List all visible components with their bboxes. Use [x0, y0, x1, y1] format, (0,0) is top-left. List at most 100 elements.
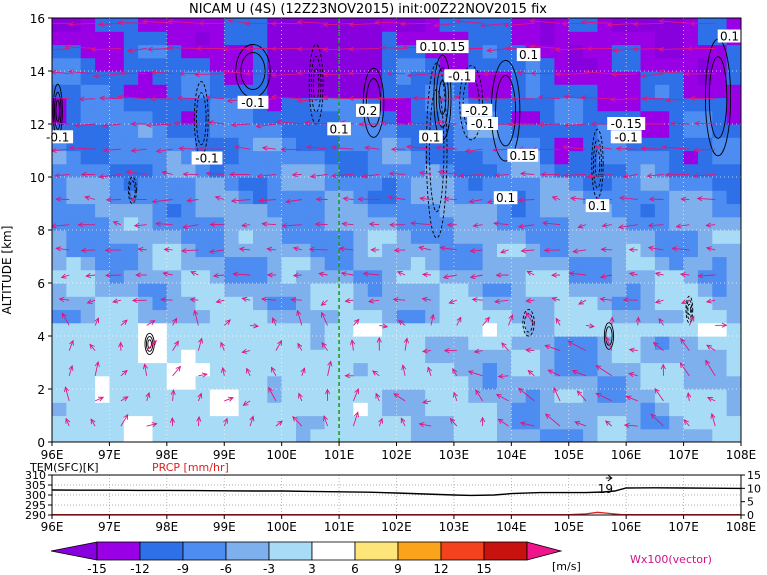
wind-vector — [297, 98, 328, 102]
shading-cell — [238, 110, 254, 125]
shading-cell — [425, 150, 441, 165]
shading-cell — [425, 256, 441, 271]
shading-cell — [181, 309, 197, 324]
wind-vector — [242, 224, 251, 227]
shading-cell — [66, 296, 82, 311]
wind-vector — [472, 298, 483, 301]
wind-vector — [349, 22, 380, 26]
shading-cell — [181, 97, 197, 112]
wind-vector — [172, 341, 179, 351]
shading-cell — [382, 375, 398, 390]
shading-cell — [640, 309, 656, 324]
wind-vector — [568, 341, 587, 352]
shading-cell — [166, 362, 182, 377]
w-contour — [459, 65, 484, 141]
shading-cell — [726, 296, 741, 311]
shading-cell — [511, 375, 527, 390]
wind-vector — [118, 96, 147, 100]
shading-cell — [482, 243, 498, 258]
wind-vector-head — [705, 222, 712, 228]
wind-vector — [52, 71, 70, 75]
shading-cell — [367, 216, 383, 231]
contour-label: -0.2 — [465, 104, 488, 118]
shading-cell — [482, 163, 498, 178]
shading-cell — [52, 283, 67, 297]
shading-cell — [267, 216, 283, 231]
wind-vector — [400, 22, 432, 25]
shading-cell — [281, 150, 297, 165]
wind-vector — [146, 320, 155, 326]
wind-vector-head — [382, 323, 389, 329]
shading-cell — [382, 283, 398, 297]
wind-vector-head — [340, 271, 347, 277]
shading-cell — [525, 163, 541, 178]
shading-cell — [310, 31, 326, 46]
shading-cell — [654, 322, 670, 337]
shading-cell — [712, 71, 728, 85]
wind-vector — [526, 349, 535, 352]
colorbar-level-label: 9 — [394, 562, 402, 575]
wind-vector-head — [516, 70, 523, 76]
wind-vector — [197, 393, 202, 402]
wind-vector-head — [121, 369, 128, 376]
wind-vector — [172, 390, 174, 401]
shading-cell — [683, 256, 699, 271]
shading-cell — [95, 375, 111, 390]
wind-vector-head — [97, 21, 104, 27]
shading-cell — [683, 362, 699, 377]
shading-cell — [654, 402, 670, 417]
wind-vector-head — [233, 144, 240, 151]
shading-cell — [482, 415, 498, 430]
shading-cell — [238, 84, 254, 99]
shading-cell — [712, 190, 728, 205]
shading-cell — [583, 349, 599, 364]
wind-vector-head — [658, 18, 665, 24]
wind-vector — [469, 199, 483, 203]
wind-vector — [234, 146, 251, 150]
contour-labels: -0.1-0.1-0.10.10.15-0.10.10.20.10.1-0.2-… — [42, 29, 742, 213]
wind-vector-head — [84, 195, 91, 201]
shading-cell — [109, 402, 125, 417]
shading-cell — [367, 18, 383, 32]
shading-cell — [511, 415, 527, 430]
wind-vector — [161, 298, 173, 301]
shading-cell — [209, 31, 225, 46]
shading-cell — [568, 71, 584, 85]
contour-label: 0.1 — [421, 130, 440, 144]
shading-cell — [712, 230, 728, 244]
shading-cell — [683, 18, 699, 32]
shading-cell — [654, 349, 670, 364]
shading-cell — [166, 97, 182, 112]
wind-vector-head — [547, 369, 554, 375]
shading-cell — [224, 283, 240, 297]
shading-cell — [138, 190, 154, 205]
shading-cell — [640, 362, 656, 377]
wind-vector-head — [338, 246, 345, 252]
wind-vector-head — [45, 95, 50, 99]
shading-cell — [497, 177, 512, 191]
shading-cell — [654, 375, 670, 390]
wind-vector-head — [529, 43, 536, 50]
shading-cell — [310, 124, 326, 138]
shading-cell — [281, 269, 297, 284]
shading-cell — [281, 389, 297, 403]
wind-vector-head — [296, 309, 302, 316]
wind-vector — [654, 388, 664, 402]
shading-cell — [324, 243, 340, 258]
shading-cell — [611, 283, 627, 297]
shading-cell — [138, 97, 154, 112]
shading-cell — [324, 84, 340, 99]
shading-cell — [296, 177, 311, 191]
wind-vector — [363, 273, 380, 276]
wind-vector-head — [198, 337, 204, 344]
wind-vector-head — [628, 247, 635, 253]
shading-cell — [525, 190, 541, 205]
shading-cell — [281, 31, 297, 46]
shading-cell — [697, 256, 713, 271]
wind-vector — [573, 249, 587, 253]
shading-cell — [324, 389, 340, 403]
wind-vector-head — [471, 297, 478, 303]
shading-cell — [109, 256, 125, 271]
shading-cell — [540, 296, 555, 311]
w-contour — [308, 44, 324, 125]
